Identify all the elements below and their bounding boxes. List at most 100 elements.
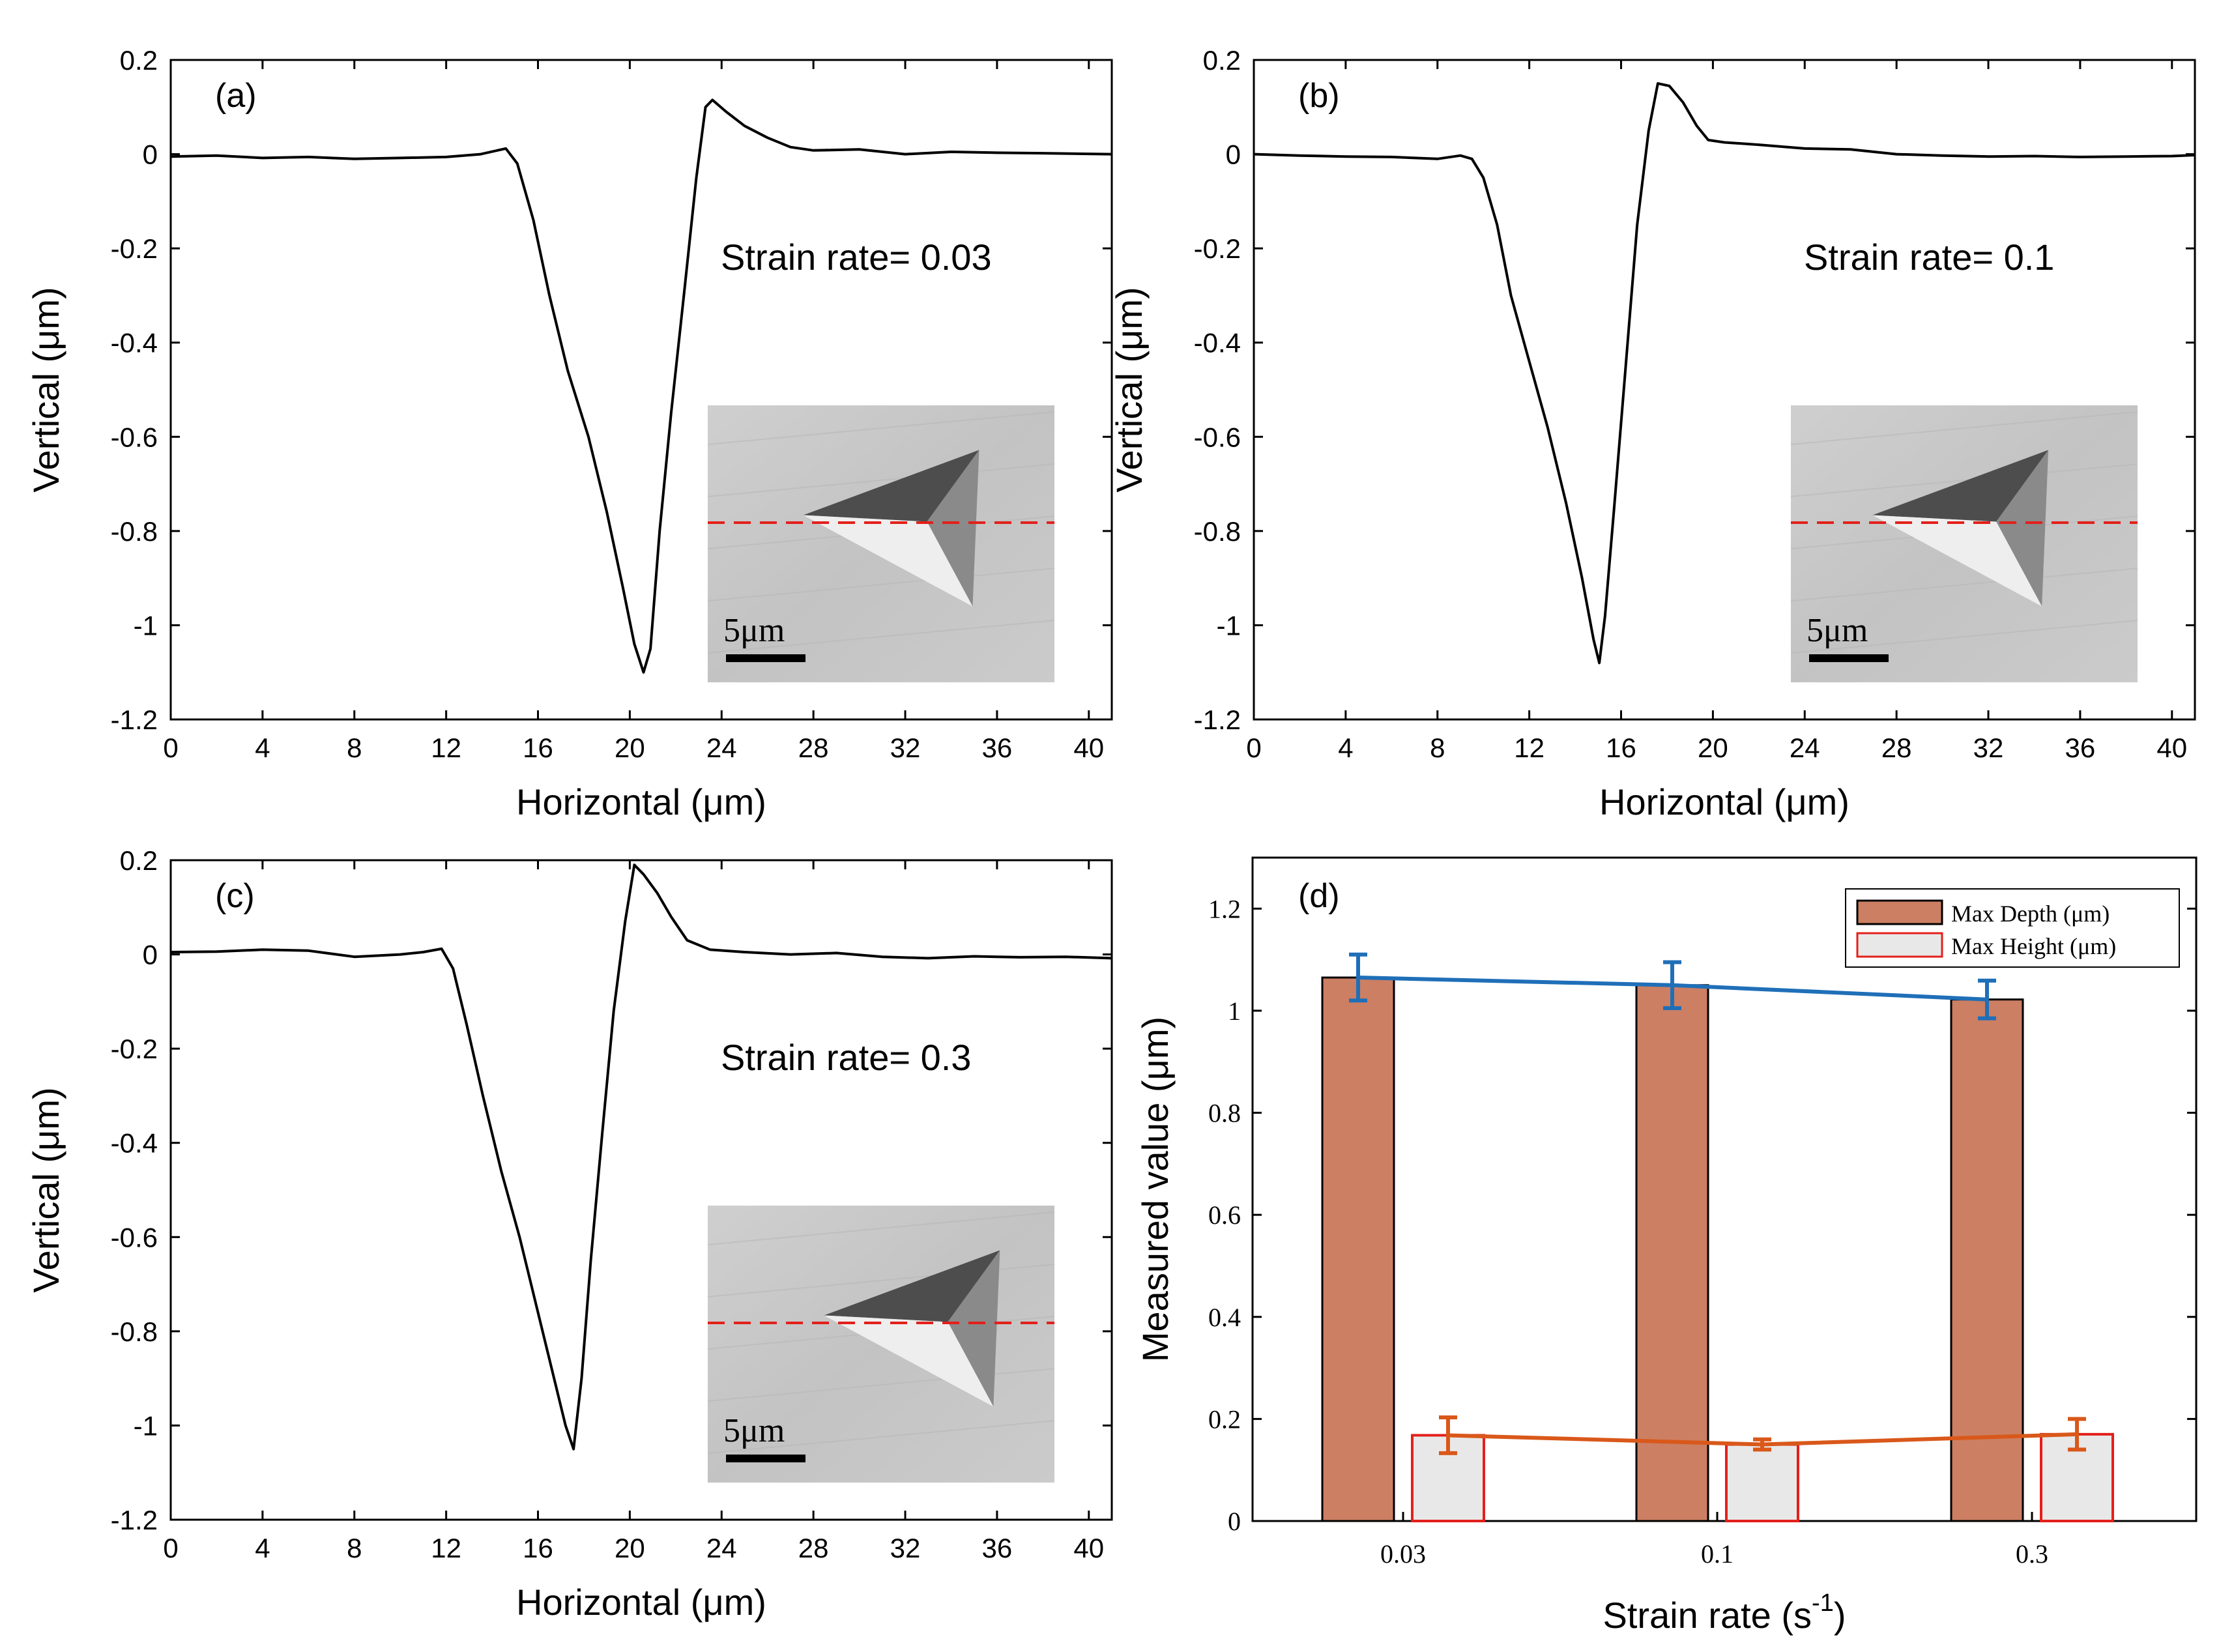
scale-bar-label: 5μm <box>723 612 785 649</box>
profile-line <box>1253 82 2196 665</box>
legend-label-max-depth: Max Depth (μm) <box>1951 901 2110 927</box>
y-tick-label: -1.2 <box>111 1505 158 1535</box>
y-axis-title: Vertical (μm) <box>25 287 66 492</box>
surface-scratch <box>1790 463 2138 497</box>
y-tick-label: -0.6 <box>111 1222 158 1253</box>
y-tick-label: -1 <box>134 610 158 641</box>
bar-max-depth <box>1635 984 1709 1522</box>
x-tick-label: 8 <box>347 732 362 763</box>
y-tick-label: -0.8 <box>111 1316 158 1347</box>
x-tick-label: 28 <box>798 732 829 763</box>
y-tick-label: -0.2 <box>111 1034 158 1064</box>
x-tick-label: 0 <box>1246 732 1261 763</box>
y-tick-label: -0.4 <box>111 328 158 358</box>
y-tick-label: 0 <box>143 940 158 970</box>
x-axis-title-superscript: -1 <box>1812 1589 1834 1617</box>
y-tick-label: 0 <box>1226 139 1241 170</box>
x-tick-label: 0.1 <box>1701 1539 1734 1569</box>
x-tick-label: 4 <box>255 732 270 763</box>
legend-swatch-max-height <box>1856 932 1943 958</box>
y-tick-label: -1.2 <box>111 704 158 735</box>
y-tick-label: 0.2 <box>120 845 158 876</box>
surface-scratch <box>1790 620 2138 654</box>
indent-face-light <box>824 1315 994 1407</box>
surface-scratch <box>707 568 1055 601</box>
surface-scratch <box>1790 568 2138 601</box>
y-tick-label: -0.6 <box>111 422 158 452</box>
surface-scratch <box>1790 411 2138 445</box>
panel-label: (b) <box>1298 77 1340 115</box>
indent-face-dark <box>824 1250 1000 1322</box>
y-tick-label: -1 <box>134 1410 158 1441</box>
indent-face-light <box>803 515 973 607</box>
x-tick-label: 40 <box>1073 1533 1104 1563</box>
x-axis-title: Horizontal (μm) <box>516 1582 766 1623</box>
indent-face-dark <box>803 450 979 522</box>
x-tick-label: 28 <box>798 1533 829 1563</box>
surface-scratch <box>707 463 1055 497</box>
x-tick-label: 12 <box>431 732 461 763</box>
bar-panel-d: 0 0.2 0.4 0.6 0.8 1 1.2 0.03 0.1 0.3 (d) Max Depth … <box>1135 856 2198 1636</box>
y-tick-label: 0.6 <box>1208 1200 1241 1230</box>
axes-box <box>1251 856 2198 1522</box>
surface-scratch <box>707 411 1055 445</box>
y-tick-label: -0.6 <box>1194 422 1241 452</box>
strain-rate-annotation: Strain rate= 0.3 <box>721 1037 971 1078</box>
y-tick-label: -0.8 <box>1194 516 1241 547</box>
indent-face-mid <box>927 450 979 607</box>
indent-face-light <box>1872 515 2042 607</box>
x-tick-label: 36 <box>982 1533 1013 1563</box>
legend-swatch-max-depth <box>1856 899 1943 925</box>
x-tick-label: 12 <box>431 1533 461 1563</box>
x-tick-label: 28 <box>1881 732 1912 763</box>
bar-max-depth <box>1321 976 1395 1522</box>
x-tick-label: 32 <box>1973 732 2004 763</box>
x-tick-label: 24 <box>1790 732 1820 763</box>
y-tick-label: 1.2 <box>1208 894 1241 923</box>
indent-face-mid <box>1996 450 2049 607</box>
x-tick-label: 0 <box>163 1533 178 1563</box>
profile-panel-b: 0 4 8 12 16 20 24 28 32 36 40 0.2 0 -0.2 -0.4 -0.6 -0.8 -… <box>1109 45 2196 822</box>
profile-line <box>170 863 1112 1451</box>
scale-bar-label: 5μm <box>1806 612 1868 649</box>
x-tick-label: 24 <box>706 732 737 763</box>
x-axis-title-close: ) <box>1834 1595 1846 1636</box>
surface-scratch <box>707 620 1055 654</box>
x-tick-label: 36 <box>2065 732 2096 763</box>
y-tick-label: 0.2 <box>120 45 158 76</box>
y-axis-title: Vertical (μm) <box>25 1087 66 1292</box>
x-tick-label: 32 <box>890 1533 921 1563</box>
panel-label: (a) <box>215 77 257 115</box>
sem-inset-image: 5μm <box>707 1206 1055 1483</box>
x-tick-label: 4 <box>255 1533 270 1563</box>
indent-face-dark <box>1872 450 2049 522</box>
y-tick-label: 0.4 <box>1208 1303 1241 1332</box>
y-tick-label: -1.2 <box>1194 704 1241 735</box>
profile-line <box>170 98 1112 674</box>
x-tick-label: 40 <box>1073 732 1104 763</box>
x-tick-label: 24 <box>706 1533 737 1563</box>
indent-face-mid <box>948 1250 1000 1407</box>
x-tick-label: 20 <box>615 1533 645 1563</box>
x-axis-title-text: Strain rate (s <box>1603 1595 1812 1636</box>
x-tick-label: 16 <box>1606 732 1636 763</box>
x-tick-label: 32 <box>890 732 921 763</box>
y-tick-label: -0.8 <box>111 516 158 547</box>
x-tick-label: 8 <box>1430 732 1445 763</box>
x-tick-label: 40 <box>2156 732 2187 763</box>
x-tick-label: 36 <box>982 732 1013 763</box>
strain-rate-annotation: Strain rate= 0.03 <box>721 237 992 278</box>
x-tick-label: 0.3 <box>2016 1539 2048 1569</box>
y-tick-label: 0.2 <box>1208 1404 1241 1434</box>
surface-scratch <box>707 1211 1055 1245</box>
y-tick-label: 1 <box>1228 996 1241 1026</box>
profile-panel-c: 0 4 8 12 16 20 24 28 32 36 40 0.2 0 -0.2 -0.4 -0.6 -0.8 -… <box>25 845 1113 1623</box>
x-axis-title: Horizontal (μm) <box>516 781 766 822</box>
profile-panel-a: 0 4 8 12 16 20 24 28 32 36 40 0.2 0 -0.2 -0.4 -0.6 -0.8 -… <box>25 45 1113 822</box>
surface-scratch <box>707 1420 1055 1454</box>
panel-label: (d) <box>1298 877 1340 915</box>
scale-bar <box>726 654 805 662</box>
y-tick-label: 0.2 <box>1203 45 1241 76</box>
legend: Max Depth (μm) Max Height (μm) <box>1845 888 2180 968</box>
